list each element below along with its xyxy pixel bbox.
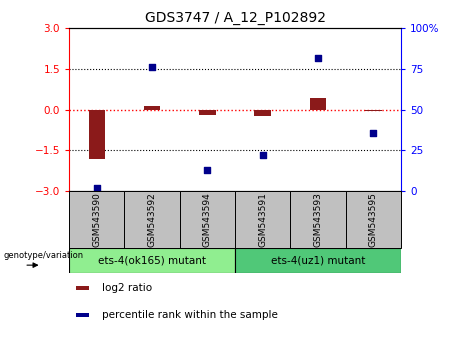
Title: GDS3747 / A_12_P102892: GDS3747 / A_12_P102892 [145, 11, 325, 24]
Text: percentile rank within the sample: percentile rank within the sample [102, 310, 278, 320]
Text: GSM543592: GSM543592 [148, 192, 157, 247]
Bar [144, 107, 160, 110]
Bar [235, 248, 401, 273]
Bar [310, 97, 326, 110]
Text: genotype/variation: genotype/variation [4, 251, 83, 260]
Text: GSM543591: GSM543591 [258, 192, 267, 247]
Text: log2 ratio: log2 ratio [102, 282, 153, 293]
Point [93, 185, 100, 191]
Text: GSM543595: GSM543595 [369, 192, 378, 247]
Text: GSM543594: GSM543594 [203, 192, 212, 247]
Bar [76, 286, 89, 290]
Bar [124, 191, 180, 248]
Text: GSM543593: GSM543593 [313, 192, 323, 247]
Point [148, 64, 156, 70]
Bar [89, 110, 105, 159]
Bar [69, 248, 235, 273]
Point [314, 55, 322, 61]
Bar [235, 191, 290, 248]
Text: GSM543590: GSM543590 [92, 192, 101, 247]
Bar [199, 110, 216, 115]
Bar [254, 110, 271, 116]
Point [259, 153, 266, 158]
Bar [365, 110, 382, 111]
Bar [290, 191, 346, 248]
Bar [76, 313, 89, 317]
Text: ets-4(uz1) mutant: ets-4(uz1) mutant [271, 255, 365, 265]
Bar [69, 191, 124, 248]
Point [370, 130, 377, 135]
Text: ets-4(ok165) mutant: ets-4(ok165) mutant [98, 255, 206, 265]
Point [204, 167, 211, 173]
Bar [346, 191, 401, 248]
Bar [180, 191, 235, 248]
